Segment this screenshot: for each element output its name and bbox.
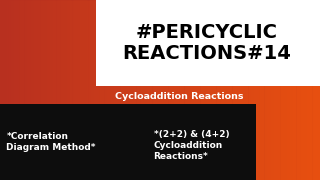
FancyBboxPatch shape (96, 0, 320, 86)
Text: *Correlation
Diagram Method*: *Correlation Diagram Method* (6, 132, 96, 152)
Text: Cycloaddition Reactions: Cycloaddition Reactions (115, 92, 244, 101)
FancyBboxPatch shape (0, 104, 256, 180)
Text: #PERICYCLIC
REACTIONS#14: #PERICYCLIC REACTIONS#14 (122, 23, 291, 63)
Text: *(2+2) & (4+2)
Cycloaddition
Reactions*: *(2+2) & (4+2) Cycloaddition Reactions* (154, 130, 229, 161)
